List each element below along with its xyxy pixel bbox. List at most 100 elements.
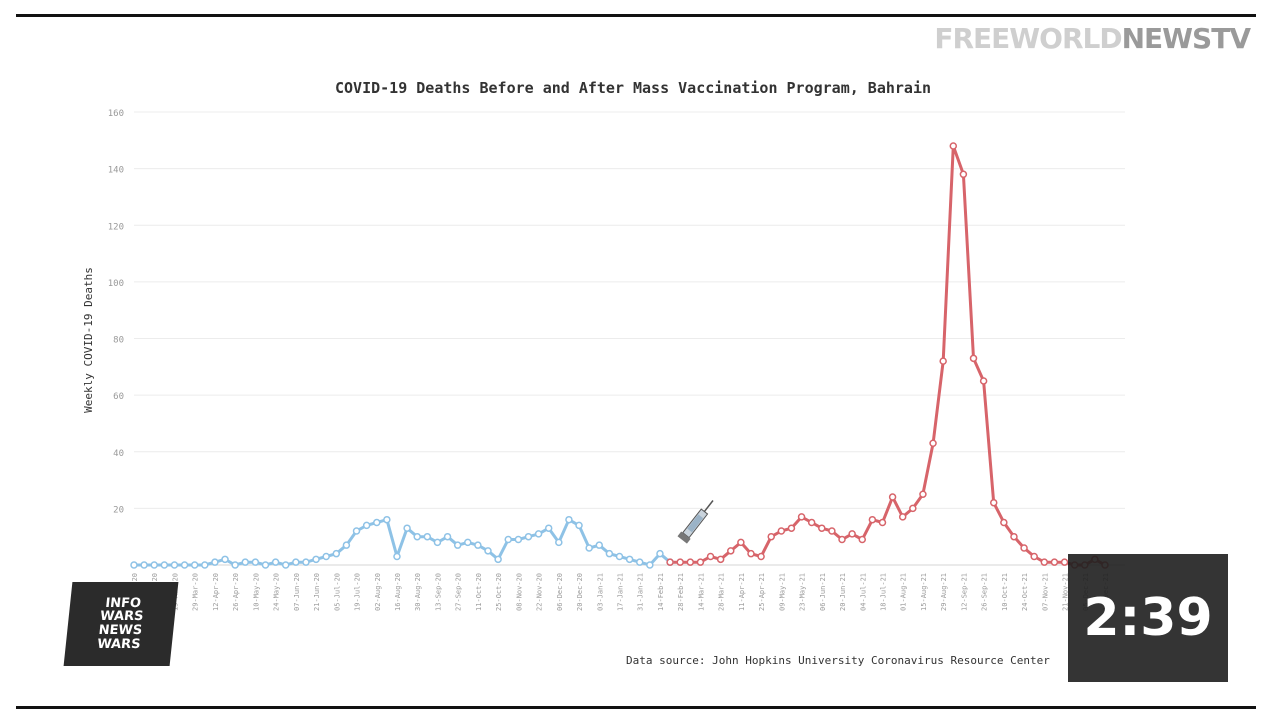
syringe-icon xyxy=(677,500,714,544)
x-tick-label: 22-Nov-20 xyxy=(536,573,544,611)
series-line-before xyxy=(134,518,672,567)
x-tick-label: 10-May-20 xyxy=(252,573,260,611)
data-point xyxy=(565,515,573,524)
infowars-logo: INFO WARS NEWS WARS xyxy=(63,582,179,666)
y-tick-label: 100 xyxy=(108,279,124,289)
x-tick-label: 12-Sep-21 xyxy=(960,573,968,611)
data-point xyxy=(706,552,715,561)
x-tick-label: 14-Mar-21 xyxy=(697,573,705,611)
x-tick-label: 11-Oct-20 xyxy=(475,573,483,611)
video-duration-badge: 2:39 xyxy=(1068,554,1228,682)
data-point xyxy=(625,555,634,564)
data-point xyxy=(898,513,907,521)
data-point xyxy=(807,518,816,527)
data-point xyxy=(767,532,775,541)
x-tick-label: 11-Apr-21 xyxy=(738,573,746,611)
data-point xyxy=(281,561,290,569)
y-tick-label: 20 xyxy=(113,505,124,515)
x-tick-label: 24-May-20 xyxy=(273,573,281,611)
data-point xyxy=(989,498,998,507)
data-point xyxy=(150,561,158,569)
data-point xyxy=(878,518,887,527)
x-tick-label: 04-Jul-21 xyxy=(859,573,867,611)
x-tick-label: 07-Jun-20 xyxy=(293,573,301,611)
data-point xyxy=(403,524,411,532)
x-tick-label: 28-Feb-21 xyxy=(677,573,685,611)
data-point xyxy=(130,561,138,569)
series-line-after xyxy=(670,144,1106,567)
channel-watermark: FREEWORLDNEWSTV xyxy=(934,22,1251,55)
x-tick-label: 21-Jun-20 xyxy=(313,573,321,611)
data-point xyxy=(352,527,361,535)
x-tick-label: 14-Feb-21 xyxy=(657,573,665,611)
data-point xyxy=(544,524,553,532)
data-point xyxy=(332,549,341,558)
logo-line2: WARS xyxy=(99,609,145,625)
data-point xyxy=(443,532,452,541)
data-point xyxy=(828,527,836,535)
chart-title: COVID-19 Deaths Before and After Mass Va… xyxy=(335,79,931,97)
x-tick-label: 25-Apr-21 xyxy=(758,573,766,611)
data-point xyxy=(464,538,472,547)
x-tick-label: 23-May-21 xyxy=(799,573,807,611)
top-rule xyxy=(16,14,1256,17)
data-point xyxy=(474,541,482,549)
data-point xyxy=(888,493,897,501)
x-tick-label: 31-Jan-21 xyxy=(637,573,645,611)
x-tick-label: 27-Sep-20 xyxy=(455,573,463,611)
data-point xyxy=(433,538,442,547)
x-tick-label: 19-Jul-20 xyxy=(354,573,362,611)
x-tick-label: 12-Apr-20 xyxy=(212,573,220,611)
data-point xyxy=(929,439,937,448)
watermark-part1: FREEWORLD xyxy=(934,22,1122,55)
data-point xyxy=(494,555,502,564)
data-point xyxy=(170,561,179,569)
y-axis-label: Weekly COVID-19 Deaths xyxy=(82,267,95,413)
data-point xyxy=(595,541,604,549)
data-point xyxy=(261,561,270,569)
data-point xyxy=(696,558,705,566)
data-point xyxy=(383,515,391,524)
x-tick-label: 13-Sep-20 xyxy=(434,573,442,611)
logo-line3: NEWS xyxy=(97,623,143,638)
x-tick-label: 28-Mar-21 xyxy=(718,573,726,611)
data-point xyxy=(555,538,563,547)
data-point xyxy=(211,558,219,566)
data-point xyxy=(757,552,765,561)
data-point xyxy=(838,535,846,544)
data-point xyxy=(635,558,644,566)
data-point xyxy=(797,513,806,521)
data-point xyxy=(716,555,725,564)
data-point xyxy=(979,377,988,385)
x-tick-label: 08-Nov-20 xyxy=(515,573,523,611)
data-point xyxy=(1050,558,1059,566)
data-point xyxy=(292,558,300,566)
data-point xyxy=(676,558,684,566)
data-point xyxy=(231,561,239,569)
data-point xyxy=(312,555,320,564)
data-point xyxy=(140,561,148,569)
x-tick-label: 10-Oct-21 xyxy=(1001,573,1009,611)
logo-line1: INFO xyxy=(104,595,142,611)
data-point xyxy=(909,504,917,513)
data-point xyxy=(251,558,260,566)
data-point xyxy=(818,524,826,532)
data-point xyxy=(241,558,250,566)
data-point xyxy=(514,535,523,544)
x-tick-label: 03-Jan-21 xyxy=(596,573,604,611)
data-point xyxy=(373,518,381,527)
data-point xyxy=(1030,552,1038,561)
x-tick-label: 26-Sep-21 xyxy=(981,573,989,611)
data-point xyxy=(848,530,856,538)
data-point xyxy=(575,521,583,530)
data-point xyxy=(413,532,421,541)
data-point xyxy=(180,561,189,569)
data-point xyxy=(1000,518,1008,527)
data-point xyxy=(615,552,624,561)
data-point xyxy=(221,555,229,564)
data-point xyxy=(585,544,593,552)
data-point xyxy=(362,521,371,530)
data-point xyxy=(201,561,209,569)
x-tick-label: 18-Jul-21 xyxy=(879,573,887,611)
x-tick-label: 21-Nov-21 xyxy=(1062,573,1070,611)
